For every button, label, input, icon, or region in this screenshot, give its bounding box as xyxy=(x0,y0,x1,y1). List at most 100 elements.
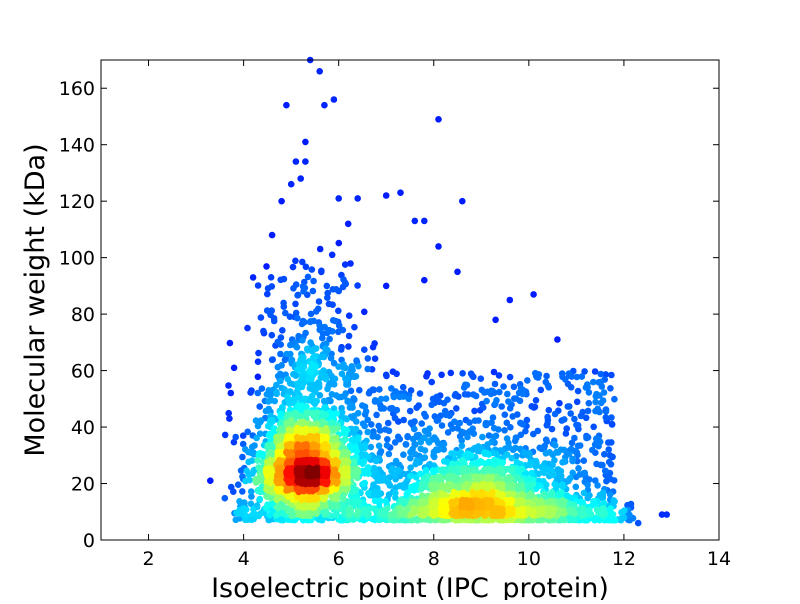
data-point xyxy=(350,487,358,494)
data-point xyxy=(287,341,294,349)
data-point xyxy=(397,189,404,196)
data-point xyxy=(242,477,249,485)
data-point xyxy=(430,462,438,469)
data-point xyxy=(393,370,400,378)
data-point xyxy=(574,387,582,395)
data-point xyxy=(347,508,354,515)
data-point xyxy=(459,197,466,205)
data-point xyxy=(542,378,550,386)
data-point xyxy=(506,511,513,518)
data-point xyxy=(513,434,520,442)
data-point xyxy=(250,506,257,513)
data-point xyxy=(375,442,383,450)
data-point xyxy=(376,497,384,505)
data-point xyxy=(322,345,329,353)
data-point xyxy=(295,402,302,409)
data-point xyxy=(221,494,229,502)
data-point xyxy=(232,516,240,524)
data-point xyxy=(478,444,485,452)
data-point xyxy=(548,498,556,506)
data-point xyxy=(617,516,625,524)
data-point xyxy=(252,417,260,424)
data-point xyxy=(400,393,407,400)
data-point xyxy=(458,442,466,450)
data-point xyxy=(384,436,391,443)
data-point xyxy=(319,334,326,342)
data-point xyxy=(487,474,494,481)
data-point xyxy=(345,343,352,350)
data-point xyxy=(312,308,320,315)
data-point xyxy=(420,434,428,442)
data-point xyxy=(316,245,324,253)
data-point xyxy=(589,446,596,454)
data-point xyxy=(360,480,368,487)
data-point xyxy=(373,411,380,419)
data-point xyxy=(580,457,588,465)
points-layer xyxy=(207,56,670,527)
data-point xyxy=(341,393,348,400)
data-point xyxy=(510,383,518,391)
data-point xyxy=(411,425,418,433)
data-point xyxy=(513,458,521,466)
data-point xyxy=(254,422,262,430)
data-point xyxy=(365,490,372,497)
data-point xyxy=(560,458,568,466)
data-point xyxy=(340,361,347,368)
data-point xyxy=(294,314,301,322)
data-point xyxy=(351,396,358,403)
data-point xyxy=(276,471,283,479)
data-point xyxy=(345,312,353,320)
data-point xyxy=(407,464,414,472)
data-point xyxy=(522,427,529,435)
data-point xyxy=(249,511,257,518)
data-point xyxy=(505,444,513,451)
data-point xyxy=(440,399,448,407)
data-point xyxy=(389,465,396,472)
data-point xyxy=(329,328,336,335)
data-point xyxy=(485,465,492,473)
data-point xyxy=(411,217,419,225)
data-point xyxy=(549,469,556,477)
data-point xyxy=(268,416,276,424)
data-point xyxy=(282,309,289,317)
data-point xyxy=(256,403,264,410)
data-point xyxy=(301,395,309,403)
data-point xyxy=(577,498,584,506)
data-point xyxy=(441,497,448,505)
data-point xyxy=(302,263,310,271)
data-point xyxy=(316,392,324,399)
data-point xyxy=(271,397,279,405)
data-point xyxy=(605,439,612,446)
data-point xyxy=(324,289,332,297)
data-point xyxy=(573,421,580,429)
data-point xyxy=(543,422,551,429)
data-point xyxy=(404,433,411,440)
data-point xyxy=(562,430,570,437)
data-point xyxy=(462,491,469,498)
data-point xyxy=(263,263,270,270)
data-point xyxy=(370,481,377,489)
data-point xyxy=(376,427,384,434)
data-point xyxy=(365,453,372,461)
data-point xyxy=(581,511,588,519)
data-point xyxy=(335,322,343,329)
data-point xyxy=(303,409,311,416)
data-point xyxy=(490,424,498,432)
data-point xyxy=(488,491,496,499)
data-point xyxy=(407,448,414,456)
data-point xyxy=(407,511,415,518)
data-point xyxy=(523,416,531,424)
data-point xyxy=(578,373,586,380)
data-point xyxy=(611,516,618,524)
data-point xyxy=(571,510,578,517)
data-point xyxy=(596,408,603,416)
data-point xyxy=(634,519,642,527)
data-point xyxy=(365,390,373,397)
data-point xyxy=(382,395,390,403)
data-point xyxy=(286,313,294,321)
data-point xyxy=(410,487,418,494)
data-point xyxy=(557,507,565,515)
data-point xyxy=(299,283,307,290)
